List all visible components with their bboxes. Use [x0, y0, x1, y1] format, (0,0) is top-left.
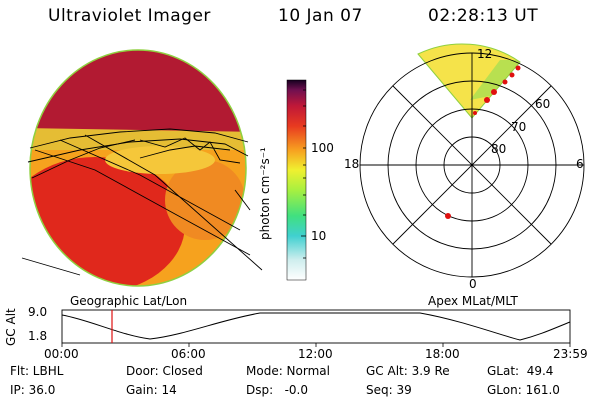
info-gc-alt: GC Alt: 3.9 Re	[366, 364, 450, 378]
lat-label-70: 70	[511, 120, 527, 134]
header-date: 10 Jan 07	[278, 6, 363, 26]
geo-projection-label: Geographic Lat/Lon	[70, 294, 188, 308]
colorbar-unit-label: photon cm⁻²s⁻¹	[258, 147, 272, 240]
colorbar-ticks	[301, 89, 306, 259]
colorbar-tick-100: 100	[311, 141, 334, 155]
altitude-axis-label: GC Alt	[4, 308, 18, 346]
polar-rings	[359, 52, 585, 278]
info-mode: Mode: Normal	[246, 364, 330, 378]
time-tick-2359: 23:59	[553, 347, 588, 361]
app-title: Ultraviolet Imager	[48, 6, 211, 26]
mlt-label-18: 18	[344, 157, 360, 171]
altitude-tick-9: 9.0	[28, 305, 48, 319]
mlt-label-0: 0	[469, 277, 477, 291]
colorbar	[286, 79, 307, 281]
info-gain: Gain: 14	[126, 383, 177, 397]
disk-limb	[29, 49, 247, 287]
mlt-label-12: 12	[477, 47, 493, 61]
info-glat: GLat: 49.4	[487, 364, 554, 378]
apex-projection-label: Apex MLat/MLT	[428, 294, 518, 308]
time-tick-1200: 12:00	[298, 347, 333, 361]
info-glon: GLon: 161.0	[487, 383, 560, 397]
info-door: Door: Closed	[126, 364, 203, 378]
time-tick-0000: 00:00	[44, 347, 79, 361]
header-time: 02:28:13 UT	[428, 6, 539, 26]
geo-grid-lines	[21, 128, 263, 276]
lat-label-60: 60	[535, 97, 551, 111]
time-tick-1800: 18:00	[425, 347, 460, 361]
polar-plot	[359, 43, 585, 278]
earth-disk	[30, 50, 246, 286]
altitude-curve	[61, 312, 571, 341]
info-filter: Flt: LBHL	[10, 364, 64, 378]
dayside-region	[30, 50, 246, 132]
info-ip: IP: 36.0	[10, 383, 56, 397]
auroral-wedge	[418, 43, 520, 119]
altitude-tick-1-8: 1.8	[28, 329, 48, 343]
info-dsp: Dsp: -0.0	[246, 383, 309, 397]
time-tick-0600: 06:00	[171, 347, 206, 361]
aurora-spots	[445, 65, 521, 219]
info-seq: Seq: 39	[366, 383, 412, 397]
altitude-panel	[61, 309, 571, 347]
lat-label-80: 80	[491, 142, 507, 156]
mlt-label-6: 6	[576, 157, 584, 171]
colorbar-tick-10: 10	[311, 229, 327, 243]
